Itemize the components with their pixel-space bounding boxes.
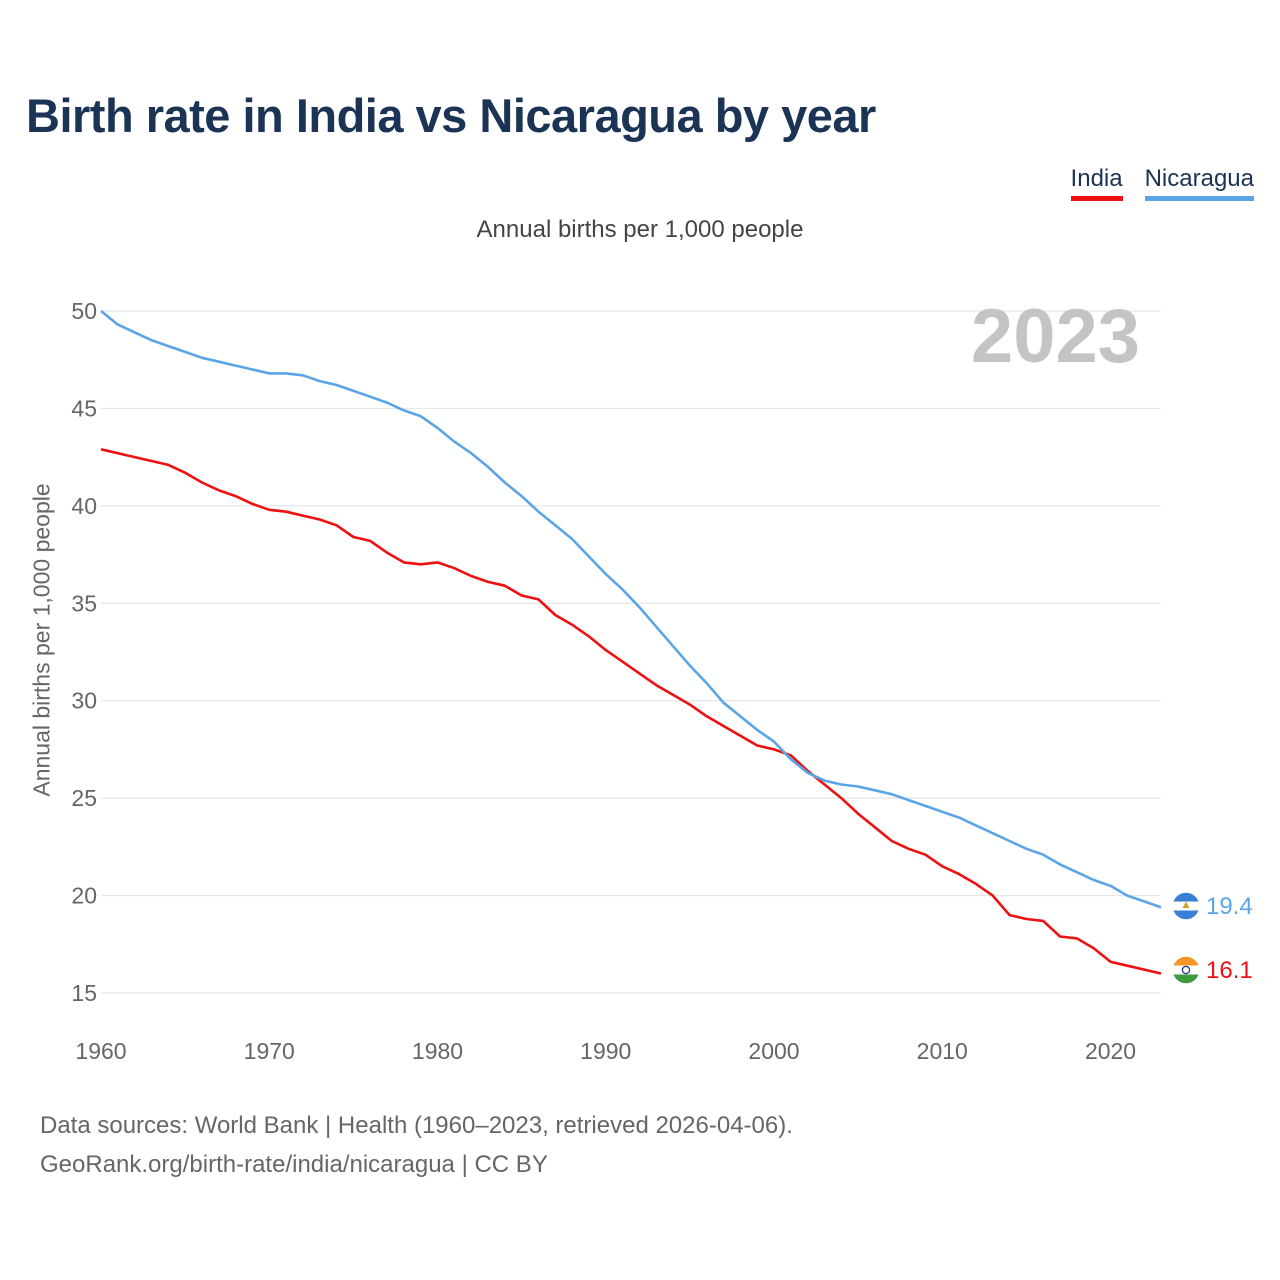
y-tick-label: 20 (71, 883, 97, 909)
nicaragua-flag-icon (1171, 891, 1201, 921)
y-tick-label: 50 (71, 298, 97, 324)
series-lines (100, 309, 1162, 975)
series-line-nicaragua (100, 309, 1162, 909)
x-tick-label: 1980 (412, 1038, 463, 1064)
chart-title: Birth rate in India vs Nicaragua by year (26, 89, 876, 142)
source-url[interactable]: GeoRank.org/birth-rate/india/nicaragua |… (40, 1151, 548, 1178)
source-note: Data sources: World Bank | Health (1960–… (40, 1112, 793, 1139)
y-tick-label: 30 (71, 688, 97, 714)
gridlines (101, 310, 1161, 994)
x-tick-label: 1970 (244, 1038, 295, 1064)
x-tick-label: 1960 (75, 1038, 126, 1064)
x-axis-ticks: 1960 1970 1980 1990 2000 2010 2020 (75, 1038, 1136, 1064)
year-overlay: 2023 (971, 294, 1140, 379)
x-tick-label: 2020 (1085, 1038, 1136, 1064)
y-tick-label: 40 (71, 493, 97, 519)
y-tick-label: 35 (71, 590, 97, 616)
y-tick-label: 15 (71, 980, 97, 1006)
footer: Data sources: World Bank | Health (1960–… (40, 1106, 793, 1184)
line-chart: 15 20 25 30 35 40 45 50 1960 1970 1980 1990 2000 201… (71, 294, 1253, 1064)
india-flag-icon (1171, 955, 1201, 985)
x-tick-label: 1990 (580, 1038, 631, 1064)
chart-subtitle: Annual births per 1,000 people (476, 216, 804, 243)
legend: India Nicaragua (1070, 164, 1254, 201)
y-tick-label: 45 (71, 395, 97, 421)
series-line-india (100, 448, 1162, 975)
y-axis-ticks: 15 20 25 30 35 40 45 50 (71, 298, 97, 1006)
legend-item-nicaragua[interactable]: Nicaragua (1144, 164, 1254, 201)
india-end-label: 16.1 (1206, 957, 1253, 984)
legend-item-india[interactable]: India (1070, 164, 1123, 201)
x-tick-label: 2010 (917, 1038, 968, 1064)
x-tick-label: 2000 (748, 1038, 799, 1064)
nicaragua-end-label: 19.4 (1206, 893, 1253, 920)
y-tick-label: 25 (71, 785, 97, 811)
